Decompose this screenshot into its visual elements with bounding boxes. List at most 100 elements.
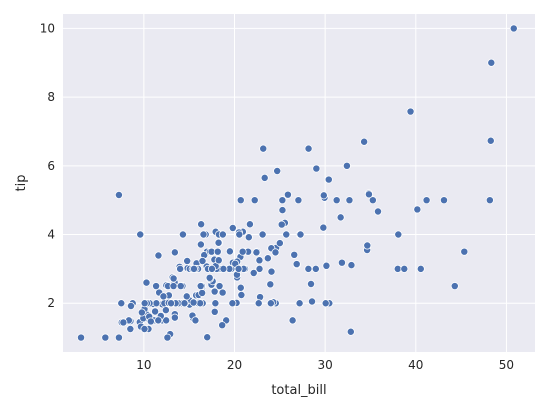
data-point — [337, 258, 346, 267]
data-point — [294, 196, 303, 205]
data-point — [321, 299, 330, 308]
data-point — [311, 264, 320, 273]
data-point — [77, 333, 86, 342]
data-point — [154, 316, 163, 325]
data-point — [218, 321, 227, 330]
data-point — [249, 269, 258, 277]
data-point — [161, 306, 170, 315]
data-point — [374, 207, 382, 216]
data-point — [211, 299, 220, 308]
data-point — [159, 292, 168, 301]
data-point — [169, 274, 178, 283]
y-tick-label: 10 — [40, 21, 55, 35]
data-point — [196, 299, 205, 308]
data-point — [238, 247, 247, 256]
data-point — [342, 161, 351, 170]
data-point — [304, 144, 313, 153]
data-point — [151, 307, 160, 316]
data-point — [393, 264, 402, 273]
data-point — [312, 164, 321, 173]
data-point — [127, 301, 135, 310]
data-point — [137, 308, 146, 317]
data-point — [218, 230, 227, 239]
data-point — [360, 137, 369, 146]
data-point — [304, 264, 313, 273]
y-tick-label: 6 — [47, 159, 55, 173]
x-tick-label: 20 — [227, 358, 242, 372]
data-point — [218, 288, 227, 297]
data-point — [203, 333, 212, 342]
data-point — [259, 144, 268, 153]
data-point — [260, 173, 269, 182]
x-tick-label: 30 — [318, 358, 333, 372]
data-point — [196, 282, 205, 291]
data-point — [167, 299, 176, 308]
data-point — [278, 196, 287, 205]
data-point — [273, 167, 282, 175]
data-point — [486, 136, 495, 145]
data-point — [460, 247, 469, 256]
data-point — [277, 220, 286, 229]
data-point — [254, 299, 263, 308]
x-tick-labels: 10 20 30 40 50 — [136, 358, 514, 372]
data-point — [237, 291, 246, 299]
data-point — [509, 24, 518, 33]
y-tick-label: 8 — [47, 90, 55, 104]
data-point — [288, 316, 297, 325]
y-tick-label: 2 — [47, 296, 55, 310]
data-point — [154, 251, 163, 260]
data-point — [332, 196, 341, 205]
data-point — [266, 299, 275, 308]
data-point — [214, 238, 223, 247]
data-point — [422, 196, 431, 205]
data-point — [347, 261, 356, 270]
data-point — [440, 196, 448, 205]
data-point — [213, 247, 222, 256]
data-point — [296, 230, 305, 239]
x-tick-label: 10 — [136, 358, 151, 372]
data-point — [308, 297, 316, 306]
data-point — [245, 220, 254, 229]
data-point — [219, 264, 228, 273]
data-point — [400, 264, 409, 273]
data-point — [170, 248, 179, 257]
data-point — [136, 230, 145, 239]
data-point — [487, 58, 496, 67]
data-point — [307, 280, 315, 288]
data-point — [152, 299, 161, 308]
data-point — [183, 256, 192, 265]
data-point — [114, 191, 123, 199]
data-point — [140, 325, 149, 333]
data-point — [250, 196, 259, 205]
data-point — [255, 264, 264, 273]
data-point — [235, 230, 244, 239]
data-point — [258, 230, 267, 239]
data-point — [485, 196, 494, 205]
data-point — [182, 292, 191, 301]
data-point — [275, 239, 284, 248]
data-point — [236, 283, 245, 292]
data-point — [336, 213, 345, 222]
data-point — [207, 264, 216, 273]
y-tick-label: 4 — [47, 228, 55, 242]
data-point — [190, 264, 198, 273]
data-point — [363, 241, 372, 250]
data-point — [210, 307, 219, 316]
data-point — [199, 230, 208, 239]
data-point — [189, 298, 198, 307]
data-point — [413, 205, 422, 214]
data-point — [267, 267, 276, 276]
data-point — [197, 220, 206, 229]
data-point — [324, 175, 333, 184]
data-point — [255, 256, 264, 265]
data-point — [322, 261, 331, 270]
x-tick-label: 50 — [499, 358, 514, 372]
data-point — [271, 248, 280, 257]
data-point — [252, 248, 261, 257]
data-point — [394, 230, 403, 239]
data-point — [345, 196, 354, 205]
data-point — [214, 256, 223, 265]
data-point — [346, 327, 355, 336]
data-point — [278, 206, 287, 215]
